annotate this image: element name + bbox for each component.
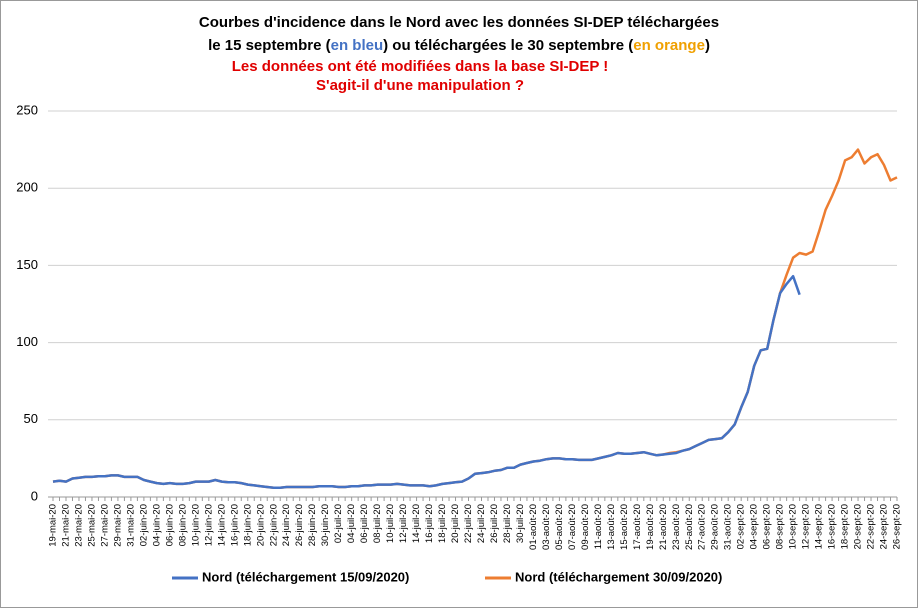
y-tick-label: 100 bbox=[16, 334, 38, 349]
x-tick-label: 30-juil-20 bbox=[515, 504, 526, 543]
x-tick-label: 27-août-20 bbox=[697, 504, 708, 550]
x-tick-label: 26-sept-20 bbox=[892, 504, 903, 549]
x-tick-label: 02-sept-20 bbox=[736, 504, 747, 549]
x-tick-label: 20-juin-20 bbox=[255, 504, 266, 546]
x-tick-label: 14-sept-20 bbox=[814, 504, 825, 549]
x-tick-label: 04-sept-20 bbox=[749, 504, 760, 549]
x-tick-label: 06-sept-20 bbox=[762, 504, 773, 549]
x-tick-label: 23-août-20 bbox=[671, 504, 682, 550]
x-tick-label: 18-juil-20 bbox=[437, 504, 448, 543]
chart-subtitle: S'agit-il d'une manipulation ? bbox=[316, 77, 524, 94]
legend-label: Nord (téléchargement 30/09/2020) bbox=[515, 569, 722, 584]
y-tick-label: 50 bbox=[24, 411, 38, 426]
x-tick-label: 19-mai-20 bbox=[48, 504, 59, 547]
title-part: en orange bbox=[633, 37, 705, 54]
y-tick-label: 150 bbox=[16, 257, 38, 272]
y-tick-label: 250 bbox=[16, 102, 38, 117]
x-tick-label: 25-août-20 bbox=[684, 504, 695, 550]
x-tick-label: 16-juin-20 bbox=[229, 504, 240, 546]
x-tick-label: 22-juil-20 bbox=[463, 504, 474, 543]
x-tick-label: 08-juil-20 bbox=[372, 504, 383, 543]
title-part: le 15 septembre ( bbox=[208, 37, 331, 54]
x-tick-label: 17-août-20 bbox=[632, 504, 643, 550]
x-tick-label: 06-juin-20 bbox=[164, 504, 175, 546]
x-tick-label: 11-août-20 bbox=[593, 504, 604, 549]
x-tick-label: 24-juin-20 bbox=[281, 504, 292, 546]
x-tick-label: 05-août-20 bbox=[554, 504, 565, 550]
x-tick-label: 04-juil-20 bbox=[346, 504, 357, 543]
x-tick-label: 03-août-20 bbox=[541, 504, 552, 550]
x-tick-label: 06-juil-20 bbox=[359, 504, 370, 543]
x-tick-label: 16-juil-20 bbox=[424, 504, 435, 543]
x-tick-label: 12-sept-20 bbox=[801, 504, 812, 549]
title-part: en bleu bbox=[331, 37, 384, 54]
series-line bbox=[52, 274, 801, 489]
x-tick-label: 08-juin-20 bbox=[177, 504, 188, 546]
chart-subtitle: Les données ont été modifiées dans la ba… bbox=[232, 58, 609, 75]
x-tick-label: 19-août-20 bbox=[645, 504, 656, 550]
x-tick-label: 02-juil-20 bbox=[333, 504, 344, 543]
x-tick-label: 12-juil-20 bbox=[398, 504, 409, 543]
x-tick-label: 27-mai-20 bbox=[99, 504, 110, 547]
x-tick-label: 15-août-20 bbox=[619, 504, 630, 550]
x-tick-label: 28-juil-20 bbox=[502, 504, 513, 543]
chart-title: Courbes d'incidence dans le Nord avec le… bbox=[199, 14, 719, 31]
x-tick-label: 13-août-20 bbox=[606, 504, 617, 550]
x-tick-label: 07-août-20 bbox=[567, 504, 578, 550]
x-tick-label: 01-août-20 bbox=[528, 504, 539, 550]
x-tick-label: 10-juin-20 bbox=[190, 504, 201, 546]
legend-label: Nord (téléchargement 15/09/2020) bbox=[202, 569, 409, 584]
x-tick-label: 21-mai-20 bbox=[61, 504, 72, 547]
x-tick-label: 24-juil-20 bbox=[476, 504, 487, 543]
x-tick-label: 18-sept-20 bbox=[840, 504, 851, 549]
x-tick-label: 26-juin-20 bbox=[294, 504, 305, 546]
x-tick-label: 22-sept-20 bbox=[866, 504, 877, 549]
title-part: ) bbox=[705, 37, 710, 54]
x-tick-label: 10-sept-20 bbox=[788, 504, 799, 549]
x-tick-label: 29-mai-20 bbox=[112, 504, 123, 547]
x-tick-label: 14-juil-20 bbox=[411, 504, 422, 543]
x-tick-label: 28-juin-20 bbox=[307, 504, 318, 546]
x-tick-label: 18-juin-20 bbox=[242, 504, 253, 546]
x-tick-label: 21-août-20 bbox=[658, 504, 669, 550]
chart-title: le 15 septembre (en bleu) ou téléchargée… bbox=[208, 37, 710, 54]
y-tick-label: 200 bbox=[16, 180, 38, 195]
x-tick-label: 30-juin-20 bbox=[320, 504, 331, 546]
x-tick-label: 26-juil-20 bbox=[489, 504, 500, 543]
x-tick-label: 14-juin-20 bbox=[216, 504, 227, 546]
x-tick-label: 24-sept-20 bbox=[879, 504, 890, 549]
x-tick-label: 16-sept-20 bbox=[827, 504, 838, 549]
x-tick-label: 31-mai-20 bbox=[125, 504, 136, 547]
title-part: ) ou téléchargées le 30 septembre ( bbox=[383, 37, 633, 54]
x-tick-label: 22-juin-20 bbox=[268, 504, 279, 546]
x-tick-label: 02-juin-20 bbox=[138, 504, 149, 546]
x-tick-label: 10-juil-20 bbox=[385, 504, 396, 543]
x-tick-label: 09-août-20 bbox=[580, 504, 591, 550]
x-tick-label: 25-mai-20 bbox=[86, 504, 97, 547]
x-tick-label: 20-juil-20 bbox=[450, 504, 461, 543]
x-tick-label: 04-juin-20 bbox=[151, 504, 162, 546]
x-tick-label: 12-juin-20 bbox=[203, 504, 214, 546]
x-tick-label: 29-août-20 bbox=[710, 504, 721, 550]
y-tick-label: 0 bbox=[31, 488, 38, 503]
x-tick-label: 20-sept-20 bbox=[853, 504, 864, 549]
x-tick-label: 31-août-20 bbox=[723, 504, 734, 550]
x-tick-label: 08-sept-20 bbox=[775, 504, 786, 549]
x-tick-label: 23-mai-20 bbox=[73, 504, 84, 547]
